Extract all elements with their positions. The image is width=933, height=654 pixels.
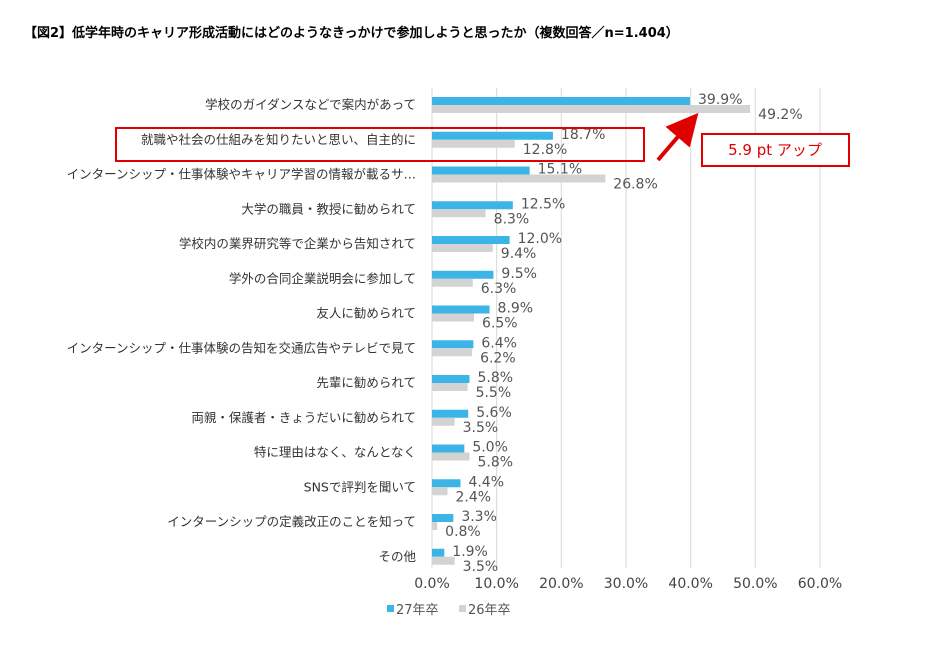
bar-26 [432, 452, 470, 461]
bars [432, 97, 751, 565]
bar-26 [432, 139, 515, 148]
value-label-26: 6.5% [482, 316, 518, 332]
value-label-27: 5.0% [472, 440, 508, 456]
bar-26 [432, 278, 473, 287]
value-label-27: 39.9% [698, 92, 742, 108]
legend-label-27: 27年卒 [396, 603, 439, 618]
bar-27 [432, 548, 445, 557]
legend-label-26: 26年卒 [468, 603, 511, 618]
x-axis: 0.0% 10.0% 20.0% 30.0% 40.0% 50.0% 60.0% [414, 576, 842, 592]
value-label-27: 12.5% [521, 196, 565, 212]
bar-27 [432, 236, 510, 244]
value-label-26: 5.8% [478, 455, 514, 471]
labels: 学校のガイダンスなどで案内があって 39.9% 49.2% 就職や社会の仕組みを知りた… [67, 92, 803, 575]
category-label: インターンシップの定義改正のことを知って [167, 514, 416, 529]
chart-title: 【図2】低学年時のキャリア形成活動にはどのようなきっかけで参加しようと思ったか（… [24, 26, 679, 41]
value-label-26: 26.8% [613, 177, 657, 193]
bar-26 [432, 417, 455, 426]
value-label-27: 3.3% [461, 509, 497, 525]
category-label: 友人に勧められて [316, 306, 416, 321]
x-tick-label: 40.0% [668, 576, 712, 592]
category-label: 先輩に勧められて [316, 375, 416, 390]
value-label-27: 18.7% [561, 127, 605, 143]
bar-27 [432, 340, 474, 349]
value-label-27: 1.9% [452, 544, 488, 560]
category-label: 大学の職員・教授に勧められて [241, 201, 416, 216]
value-label-26: 3.5% [463, 420, 499, 436]
annotation-box [701, 133, 850, 167]
bar-26 [432, 487, 448, 496]
highlight-box [115, 127, 645, 162]
bar-26 [432, 348, 473, 357]
value-label-27: 6.4% [481, 335, 517, 351]
legend-swatch-26 [459, 605, 466, 612]
legend-swatch-27 [387, 605, 394, 612]
category-label: インターンシップ・仕事体験やキャリア学習の情報が載るサ… [67, 167, 416, 182]
value-label-26: 49.2% [758, 107, 802, 123]
value-label-27: 4.4% [468, 474, 504, 490]
bar-26 [432, 209, 486, 218]
bar-27 [432, 97, 691, 105]
bar-26 [432, 105, 751, 113]
value-label-26: 8.3% [494, 211, 530, 227]
bar-26 [432, 556, 455, 565]
annotation-arrow [656, 112, 699, 162]
legend: 27年卒 26年卒 [387, 603, 511, 618]
category-label: SNSで評判を聞いて [304, 479, 416, 494]
bar-26 [432, 313, 475, 322]
category-label: 学外の合同企業説明会に参加して [229, 271, 416, 286]
category-label: 学校内の業界研究等で企業から告知されて [179, 236, 416, 251]
bar-26 [432, 174, 606, 183]
value-label-26: 0.8% [445, 524, 481, 540]
x-tick-label: 20.0% [539, 576, 583, 592]
bar-27 [432, 201, 513, 210]
value-label-26: 3.5% [463, 559, 499, 575]
category-label: その他 [378, 549, 416, 564]
bar-27 [432, 409, 469, 418]
value-label-26: 12.8% [523, 142, 567, 158]
value-label-27: 8.9% [498, 301, 534, 317]
bar-27 [432, 131, 553, 140]
x-tick-label: 60.0% [798, 576, 842, 592]
bar-27 [432, 514, 454, 522]
value-label-26: 9.4% [501, 246, 537, 262]
category-label: インターンシップ・仕事体験の告知を交通広告やテレビで見て [67, 340, 416, 355]
bar-27 [432, 479, 461, 488]
category-label: 就職や社会の仕組みを知りたいと思い、自主的に [141, 132, 416, 147]
bar-26 [432, 522, 438, 530]
value-label-27: 5.8% [478, 370, 514, 386]
value-label-27: 5.6% [476, 405, 512, 421]
value-label-26: 6.3% [481, 281, 517, 297]
x-tick-label: 50.0% [733, 576, 777, 592]
x-tick-label: 0.0% [414, 576, 450, 592]
bar-27 [432, 375, 470, 383]
value-label-27: 12.0% [518, 231, 562, 247]
bar-26 [432, 244, 493, 252]
annotation-text: 5.9 pt アップ [728, 141, 822, 159]
category-label: 学校のガイダンスなどで案内があって [205, 97, 416, 112]
bar-27 [432, 166, 530, 175]
value-label-26: 2.4% [456, 489, 492, 505]
value-label-27: 15.1% [538, 162, 582, 178]
x-tick-label: 30.0% [604, 576, 648, 592]
value-label-26: 5.5% [476, 385, 512, 401]
value-label-27: 9.5% [501, 266, 537, 282]
bar-26 [432, 383, 468, 391]
bar-27 [432, 444, 465, 453]
value-label-26: 6.2% [480, 350, 516, 366]
category-label: 両親・保護者・きょうだいに勧められて [191, 410, 416, 425]
x-tick-label: 10.0% [474, 576, 518, 592]
bar-27 [432, 270, 494, 279]
bar-27 [432, 305, 490, 314]
category-label: 特に理由はなく、なんとなく [254, 445, 416, 460]
